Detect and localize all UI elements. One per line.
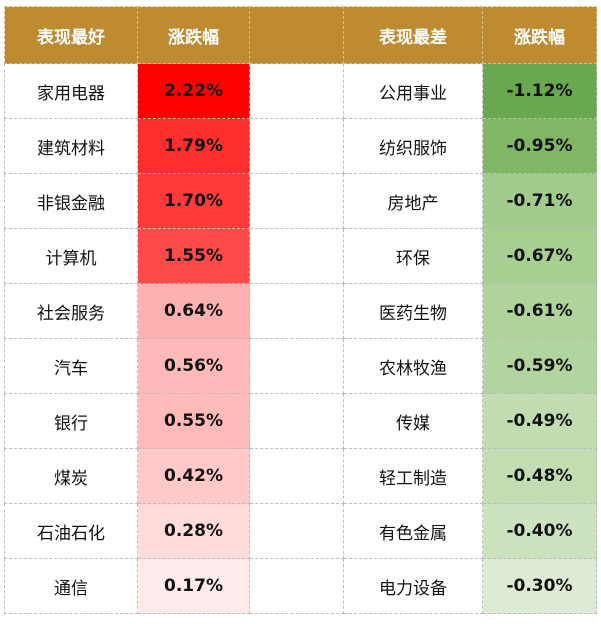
best-sector-name: 汽车 <box>4 338 138 394</box>
best-sector-name: 银行 <box>4 393 138 449</box>
worst-sector-name: 公用事业 <box>343 63 483 119</box>
spacer-cell <box>249 228 344 284</box>
header-spacer <box>249 6 344 64</box>
best-sector-change: 1.79% <box>137 118 250 174</box>
spacer-cell <box>249 173 344 229</box>
table-row: 煤炭 0.42% 轻工制造 -0.48% <box>4 448 597 504</box>
performance-table: 表现最好 涨跌幅 表现最差 涨跌幅 家用电器 2.22% 公用事业 -1.12% 建筑材… <box>4 6 597 614</box>
best-sector-name: 通信 <box>4 558 138 614</box>
spacer-cell <box>249 503 344 559</box>
table-row: 石油石化 0.28% 有色金属 -0.40% <box>4 503 597 559</box>
worst-sector-name: 传媒 <box>343 393 483 449</box>
worst-sector-change: -1.12% <box>482 63 597 119</box>
best-sector-change: 0.64% <box>137 283 250 339</box>
worst-sector-name: 轻工制造 <box>343 448 483 504</box>
best-sector-change: 0.42% <box>137 448 250 504</box>
best-sector-name: 非银金融 <box>4 173 138 229</box>
best-sector-name: 家用电器 <box>4 63 138 119</box>
worst-sector-change: -0.67% <box>482 228 597 284</box>
spacer-cell <box>249 393 344 449</box>
table-row: 通信 0.17% 电力设备 -0.30% <box>4 558 597 614</box>
worst-sector-change: -0.40% <box>482 503 597 559</box>
table-row: 非银金融 1.70% 房地产 -0.71% <box>4 173 597 229</box>
best-sector-change: 1.70% <box>137 173 250 229</box>
header-worst-change: 涨跌幅 <box>482 6 597 64</box>
header-row: 表现最好 涨跌幅 表现最差 涨跌幅 <box>4 6 597 64</box>
spacer-cell <box>249 283 344 339</box>
best-sector-change: 2.22% <box>137 63 250 119</box>
worst-sector-name: 环保 <box>343 228 483 284</box>
table-row: 社会服务 0.64% 医药生物 -0.61% <box>4 283 597 339</box>
best-sector-change: 1.55% <box>137 228 250 284</box>
spacer-cell <box>249 338 344 394</box>
performance-table-container: 表现最好 涨跌幅 表现最差 涨跌幅 家用电器 2.22% 公用事业 -1.12% 建筑材… <box>4 6 597 614</box>
worst-sector-change: -0.71% <box>482 173 597 229</box>
table-row: 家用电器 2.22% 公用事业 -1.12% <box>4 63 597 119</box>
spacer-cell <box>249 63 344 119</box>
worst-sector-name: 农林牧渔 <box>343 338 483 394</box>
worst-sector-change: -0.30% <box>482 558 597 614</box>
best-sector-name: 计算机 <box>4 228 138 284</box>
best-sector-change: 0.17% <box>137 558 250 614</box>
spacer-cell <box>249 118 344 174</box>
table-row: 汽车 0.56% 农林牧渔 -0.59% <box>4 338 597 394</box>
worst-sector-change: -0.48% <box>482 448 597 504</box>
spacer-cell <box>249 448 344 504</box>
best-sector-name: 煤炭 <box>4 448 138 504</box>
table-row: 建筑材料 1.79% 纺织服饰 -0.95% <box>4 118 597 174</box>
best-sector-name: 建筑材料 <box>4 118 138 174</box>
header-best-change: 涨跌幅 <box>137 6 250 64</box>
best-sector-name: 社会服务 <box>4 283 138 339</box>
worst-sector-change: -0.49% <box>482 393 597 449</box>
header-best: 表现最好 <box>4 6 138 64</box>
best-sector-name: 石油石化 <box>4 503 138 559</box>
worst-sector-name: 房地产 <box>343 173 483 229</box>
worst-sector-change: -0.61% <box>482 283 597 339</box>
best-sector-change: 0.56% <box>137 338 250 394</box>
table-body: 家用电器 2.22% 公用事业 -1.12% 建筑材料 1.79% 纺织服饰 -0.95% 非银… <box>4 63 597 614</box>
table-row: 银行 0.55% 传媒 -0.49% <box>4 393 597 449</box>
spacer-cell <box>249 558 344 614</box>
worst-sector-name: 医药生物 <box>343 283 483 339</box>
best-sector-change: 0.55% <box>137 393 250 449</box>
worst-sector-name: 电力设备 <box>343 558 483 614</box>
worst-sector-change: -0.95% <box>482 118 597 174</box>
worst-sector-name: 有色金属 <box>343 503 483 559</box>
worst-sector-change: -0.59% <box>482 338 597 394</box>
header-worst: 表现最差 <box>343 6 483 64</box>
table-row: 计算机 1.55% 环保 -0.67% <box>4 228 597 284</box>
best-sector-change: 0.28% <box>137 503 250 559</box>
worst-sector-name: 纺织服饰 <box>343 118 483 174</box>
